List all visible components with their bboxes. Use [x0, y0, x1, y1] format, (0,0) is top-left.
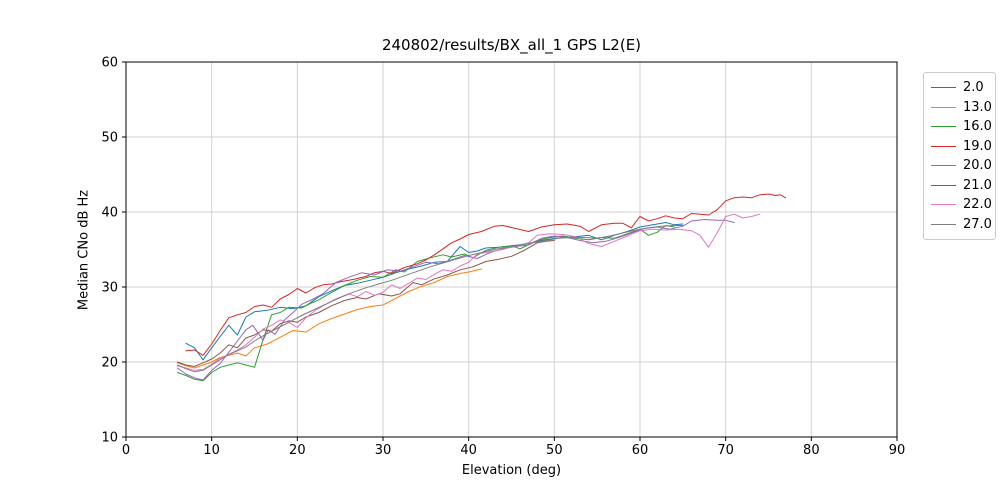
legend-line-sample [931, 184, 956, 186]
x-tick-label: 50 [546, 443, 563, 458]
legend-entry: 16.0 [931, 117, 995, 137]
series-line-2.0 [185, 222, 684, 361]
x-tick-label: 90 [889, 443, 906, 458]
legend-entry: 20.0 [931, 156, 995, 176]
legend-entry: 27.0 [931, 215, 995, 235]
legend-line-sample [931, 145, 956, 147]
x-tick-label: 30 [375, 443, 392, 458]
series-line-22.0 [176, 213, 761, 371]
legend-label: 22.0 [963, 197, 992, 213]
legend: 2.0 13.0 16.0 19.0 20.0 21.0 22.0 27.0 [923, 72, 996, 240]
y-tick-label: 10 [101, 431, 118, 446]
x-tick-label: 40 [460, 443, 477, 458]
axes-box [125, 61, 898, 438]
y-tick-label: 30 [101, 281, 118, 296]
series-line-20.0 [176, 219, 735, 381]
legend-line-sample [931, 223, 956, 225]
y-tick-label: 40 [101, 206, 118, 221]
legend-label: 21.0 [963, 177, 992, 193]
legend-label: 27.0 [963, 216, 992, 232]
legend-label: 16.0 [963, 119, 992, 135]
series-line-19.0 [185, 193, 787, 356]
x-tick-label: 20 [289, 443, 306, 458]
legend-label: 19.0 [963, 138, 992, 154]
series-line-13.0 [176, 268, 482, 369]
x-tick-label: 70 [717, 443, 734, 458]
legend-entry: 2.0 [931, 78, 995, 98]
series-line-27.0 [176, 225, 684, 373]
legend-line-sample [931, 106, 956, 108]
x-tick-label: 0 [122, 443, 130, 458]
series-line-21.0 [176, 240, 555, 367]
x-tick-label: 10 [203, 443, 220, 458]
y-tick-label: 60 [101, 56, 118, 71]
y-axis-label: Median CNo dB Hz [76, 189, 92, 311]
legend-entry: 22.0 [931, 195, 995, 215]
legend-line-sample [931, 204, 956, 206]
chart-title: 240802/results/BX_all_1 GPS L2(E) [381, 36, 642, 54]
x-axis-label: Elevation (deg) [461, 463, 562, 478]
legend-entry: 13.0 [931, 98, 995, 118]
legend-label: 13.0 [963, 99, 992, 115]
legend-entry: 19.0 [931, 137, 995, 157]
legend-label: 2.0 [963, 80, 984, 96]
x-tick-label: 60 [632, 443, 649, 458]
legend-line-sample [931, 126, 956, 128]
legend-label: 20.0 [963, 158, 992, 174]
x-tick-label: 80 [803, 443, 820, 458]
y-tick-label: 20 [101, 356, 118, 371]
series-line-16.0 [176, 225, 675, 382]
legend-entry: 21.0 [931, 176, 995, 196]
legend-line-sample [931, 165, 956, 167]
y-tick-label: 50 [101, 131, 118, 146]
legend-line-sample [931, 87, 956, 89]
